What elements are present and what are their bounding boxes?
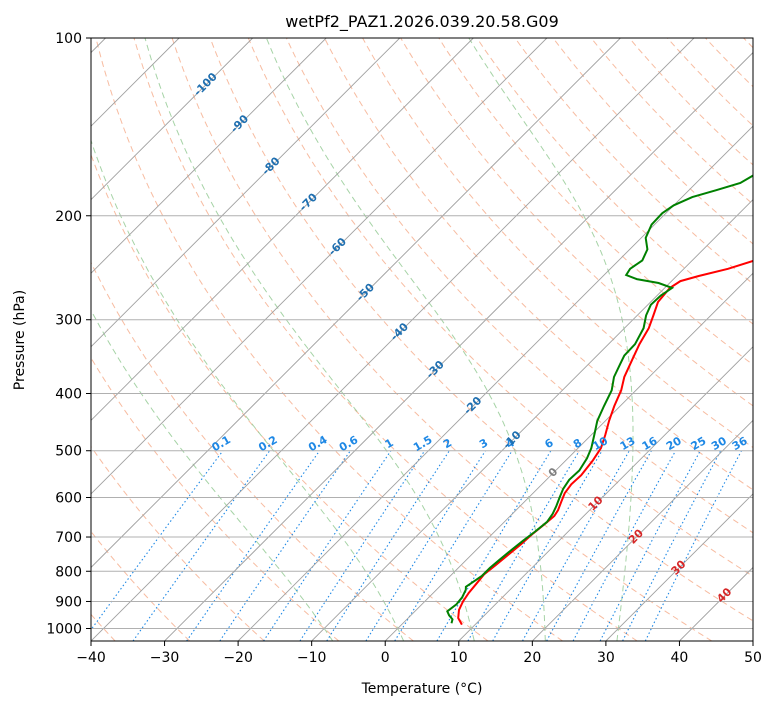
- y-tick-label: 300: [55, 313, 82, 329]
- x-tick-label: −40: [76, 650, 106, 666]
- isotherm-line: [605, 493, 753, 641]
- y-tick-label: 1000: [46, 621, 82, 637]
- mixing-ratio-line: [467, 450, 580, 641]
- mixing-ratio-line: [436, 450, 552, 641]
- dry-adiabat-line: [91, 261, 414, 641]
- plot-frame: [90, 37, 754, 642]
- x-tick-label: −20: [223, 650, 253, 666]
- mixing-ratio-line: [644, 450, 742, 641]
- isotherm-line: [311, 199, 753, 641]
- dry-adiabat-line: [209, 38, 753, 622]
- x-axis-label: Temperature (°C): [361, 681, 483, 697]
- y-tick-label: 700: [55, 530, 82, 546]
- isotherm-line: [91, 38, 621, 569]
- mixing-ratio-line: [186, 450, 321, 641]
- x-tick-label: 10: [450, 650, 468, 666]
- mixing-ratio-line: [299, 450, 426, 641]
- dry-adiabat-line: [514, 38, 753, 285]
- x-tick-label: 50: [744, 650, 762, 666]
- x-tick-label: 20: [523, 650, 541, 666]
- dry-adiabat-line: [91, 445, 265, 641]
- temperature-profile-line: [457, 259, 753, 626]
- dry-adiabat-line: [133, 38, 638, 641]
- x-tick-label: 40: [671, 650, 689, 666]
- mixing-ratio-line: [326, 450, 450, 641]
- isotherm-line: [384, 272, 753, 641]
- dry-adiabat-line: [247, 38, 753, 577]
- isotherm-line: [91, 38, 401, 348]
- series-layer: [446, 174, 753, 626]
- dry-adiabat-line: [590, 38, 753, 205]
- dry-adiabat-line: [400, 38, 753, 407]
- dry-adiabat-line: [285, 38, 753, 534]
- isotherm-line: [91, 38, 474, 421]
- axes: −40 −30 −20 −10 0 10 20 30 40 50 100 200 300 400 500 60…: [46, 31, 762, 666]
- mixing-ratio-line: [394, 450, 513, 641]
- dry-adiabat-line: [95, 38, 563, 641]
- x-tick-label: −30: [150, 650, 180, 666]
- isotherm-line: [91, 38, 253, 201]
- plot-lines: [91, 38, 753, 641]
- moist-adiabat-line: [144, 38, 475, 641]
- chart-title: wetPf2_PAZ1.2026.039.20.58.G09: [285, 12, 559, 32]
- y-tick-label: 100: [55, 31, 82, 47]
- isotherm-line: [91, 38, 327, 274]
- isotherm-line: [164, 51, 753, 641]
- x-tick-label: 0: [381, 650, 390, 666]
- mixing-ratio-line: [365, 450, 486, 641]
- y-tick-label: 200: [55, 209, 82, 225]
- isotherm-line: [458, 346, 753, 641]
- y-tick-label: 600: [55, 490, 82, 506]
- mixing-ratio-line: [132, 450, 271, 641]
- moist-adiabat-line: [91, 138, 405, 641]
- y-tick-label: 900: [55, 594, 82, 610]
- mixing-ratio-line: [219, 450, 351, 641]
- isotherm-line: [91, 38, 695, 641]
- y-axis-label: Pressure (hPa): [12, 290, 28, 390]
- mixing-ratio-line: [546, 450, 652, 641]
- y-tick-label: 400: [55, 387, 82, 403]
- y-tick-label: 500: [55, 444, 82, 460]
- dry-adiabat-line: [628, 38, 753, 166]
- mixing-ratio-line: [492, 450, 603, 641]
- isotherm-line: [532, 419, 753, 641]
- mixing-ratio-line: [522, 450, 630, 641]
- moist-adiabat-line: [265, 38, 546, 641]
- isotherm-line: [91, 38, 548, 495]
- moist-adiabat-line: [91, 309, 334, 641]
- x-tick-label: −10: [297, 650, 327, 666]
- dry-adiabat-line: [171, 38, 713, 641]
- isotherm-line: [237, 125, 753, 641]
- mixing-ratio-line: [91, 450, 224, 631]
- dry-adiabat-line: [324, 38, 753, 491]
- dewpoint-profile-line: [446, 174, 753, 624]
- dry-adiabat-line: [476, 38, 753, 325]
- x-tick-label: 30: [597, 650, 615, 666]
- y-tick-label: 800: [55, 564, 82, 580]
